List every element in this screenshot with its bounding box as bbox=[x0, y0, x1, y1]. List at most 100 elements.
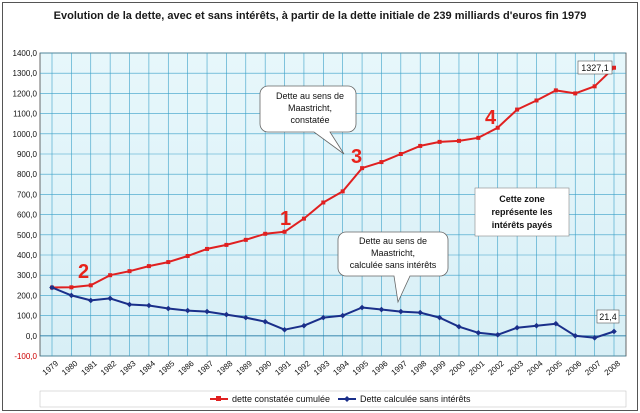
x-tick-label: 1999 bbox=[428, 359, 448, 378]
point-dette-constatee bbox=[69, 285, 74, 290]
legend-item-blue: Dette calculée sans intérêts bbox=[338, 394, 471, 404]
zone-line1: Cette zone bbox=[499, 194, 545, 204]
point-dette-constatee bbox=[224, 242, 229, 247]
x-tick-label: 2005 bbox=[545, 359, 565, 378]
point-dette-sans-interets bbox=[339, 312, 346, 319]
point-dette-constatee bbox=[88, 283, 93, 288]
x-tick-label: 1982 bbox=[99, 359, 119, 378]
zone-box: Cette zone représente les intérêts payés bbox=[474, 187, 570, 237]
y-tick-label: 800,0 bbox=[17, 170, 38, 179]
end-label-blue-text: 21,4 bbox=[599, 312, 617, 322]
x-tick-label: 2000 bbox=[448, 359, 468, 378]
point-dette-constatee bbox=[166, 260, 171, 265]
x-tick-label: 1990 bbox=[254, 359, 274, 378]
y-tick-label: 300,0 bbox=[17, 271, 38, 280]
y-tick-label: 1100,0 bbox=[13, 110, 37, 119]
y-tick-label: 100,0 bbox=[17, 312, 38, 321]
point-dette-constatee bbox=[243, 237, 248, 242]
point-dette-sans-interets bbox=[533, 322, 540, 329]
point-dette-sans-interets bbox=[611, 328, 617, 335]
x-tick-label: 2008 bbox=[603, 359, 623, 378]
chart-title: Evolution de la dette, avec et sans inté… bbox=[53, 10, 587, 22]
x-tick-label: 1995 bbox=[351, 359, 371, 378]
x-tick-label: 1987 bbox=[196, 359, 216, 378]
x-tick-label: 1994 bbox=[331, 359, 351, 378]
point-dette-constatee bbox=[495, 125, 500, 130]
point-dette-sans-interets bbox=[359, 304, 365, 311]
point-dette-sans-interets bbox=[572, 333, 579, 339]
point-dette-constatee bbox=[360, 166, 365, 171]
y-tick-label: 0,0 bbox=[26, 332, 38, 341]
callout-constatee-line2: Maastricht, bbox=[288, 103, 332, 113]
x-tick-label: 1993 bbox=[312, 359, 332, 378]
x-tick-label: 1998 bbox=[409, 359, 429, 378]
point-dette-sans-interets bbox=[301, 322, 307, 329]
point-dette-sans-interets bbox=[553, 320, 559, 327]
point-dette-sans-interets bbox=[378, 306, 385, 313]
y-axis: -100,0 0,0 100,0 200,0 300,0 400,0 500,0 600,0 7… bbox=[13, 49, 38, 361]
point-dette-constatee bbox=[263, 231, 268, 236]
point-dette-sans-interets bbox=[204, 308, 210, 315]
x-tick-label: 1983 bbox=[118, 359, 138, 378]
x-tick-label: 1991 bbox=[273, 359, 293, 378]
point-dette-constatee bbox=[340, 189, 345, 194]
legend-label-blue: Dette calculée sans intérêts bbox=[360, 394, 471, 404]
point-dette-sans-interets bbox=[281, 326, 288, 333]
legend: dette constatée cumulée Dette calculée s… bbox=[39, 390, 627, 408]
point-dette-sans-interets bbox=[146, 302, 152, 309]
callout-sans-line1: Dette au sens de bbox=[359, 236, 427, 246]
point-dette-sans-interets bbox=[107, 295, 113, 302]
point-dette-sans-interets bbox=[436, 314, 443, 321]
y-tick-label: 1200,0 bbox=[13, 89, 38, 98]
point-dette-constatee bbox=[476, 135, 481, 140]
zone-line3: intérêts payés bbox=[492, 220, 553, 230]
point-dette-sans-interets bbox=[398, 308, 404, 315]
x-tick-label: 1979 bbox=[41, 359, 61, 378]
point-dette-sans-interets bbox=[262, 318, 268, 325]
point-dette-sans-interets bbox=[165, 305, 172, 312]
x-tick-label: 2006 bbox=[564, 359, 584, 378]
end-label-red: 1327,1 bbox=[577, 60, 613, 75]
point-dette-sans-interets bbox=[68, 292, 75, 299]
zone-line2: représente les bbox=[491, 207, 552, 217]
series-line-dette-sans-interets bbox=[51, 286, 615, 339]
point-dette-sans-interets bbox=[223, 311, 230, 318]
x-tick-label: 1997 bbox=[390, 359, 410, 378]
callout-constatee-line3: constatée bbox=[290, 115, 329, 125]
point-dette-constatee bbox=[456, 138, 461, 143]
point-dette-constatee bbox=[301, 216, 306, 221]
y-tick-label: 1000,0 bbox=[13, 130, 38, 139]
point-dette-constatee bbox=[592, 84, 597, 89]
point-dette-sans-interets bbox=[126, 301, 133, 308]
point-dette-sans-interets bbox=[184, 307, 191, 314]
point-dette-constatee bbox=[205, 246, 210, 251]
y-tick-label: 700,0 bbox=[17, 190, 38, 199]
point-dette-sans-interets bbox=[494, 331, 501, 338]
callout-sans-line2: Maastricht, bbox=[371, 248, 415, 258]
callout-sans-line3: calculée sans intérêts bbox=[350, 260, 437, 270]
callout-constatee: Dette au sens de Maastricht, constatée bbox=[259, 85, 357, 155]
point-dette-sans-interets bbox=[49, 284, 55, 291]
point-dette-constatee bbox=[515, 107, 520, 112]
point-dette-constatee bbox=[146, 264, 151, 269]
y-tick-label: 900,0 bbox=[17, 150, 38, 159]
point-dette-sans-interets bbox=[475, 329, 482, 336]
annotation-number-4: 4 bbox=[485, 107, 497, 129]
point-dette-constatee bbox=[437, 139, 442, 144]
point-dette-constatee bbox=[108, 273, 113, 278]
point-dette-constatee bbox=[418, 143, 423, 148]
y-tick-label: 500,0 bbox=[17, 231, 38, 240]
x-tick-label: 1996 bbox=[370, 359, 390, 378]
series-group bbox=[49, 65, 617, 341]
point-dette-sans-interets bbox=[417, 309, 424, 316]
y-tick-label: 200,0 bbox=[17, 291, 38, 300]
x-tick-label: 2002 bbox=[486, 359, 506, 378]
legend-item-red: dette constatée cumulée bbox=[210, 394, 330, 404]
point-dette-constatee bbox=[573, 91, 578, 96]
point-dette-constatee bbox=[534, 98, 539, 103]
y-tick-label: 1400,0 bbox=[13, 49, 38, 58]
x-tick-label: 1984 bbox=[138, 359, 158, 378]
point-dette-constatee bbox=[398, 152, 403, 156]
y-tick-label: -100,0 bbox=[14, 352, 37, 361]
